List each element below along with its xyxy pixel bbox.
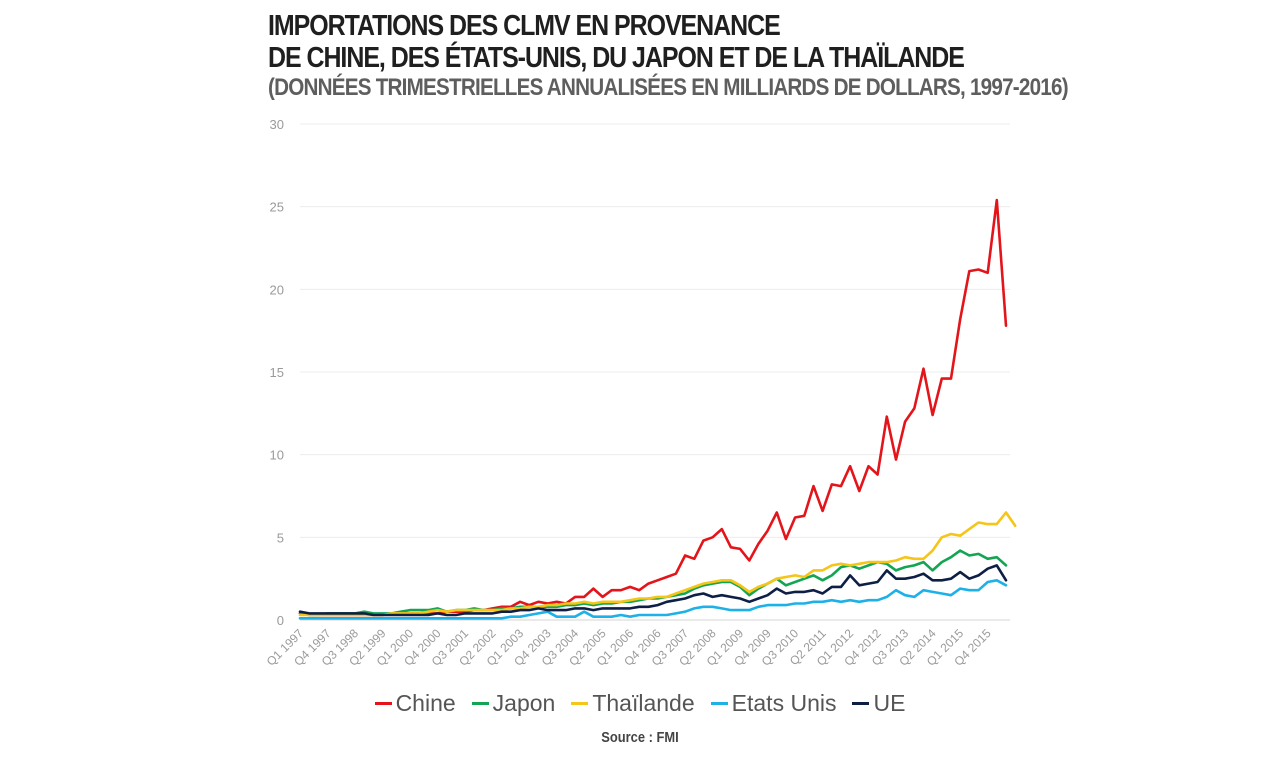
legend-label: Etats Unis [731,690,837,716]
chart-title-line-1: IMPORTATIONS DES CLMV EN PROVENANCE [268,10,781,42]
legend-item: Japon [471,690,556,717]
legend-item: Chine [374,690,456,717]
source-note: Source : FMI [0,729,1280,746]
legend-item: Etats Unis [710,690,837,717]
chart-title-block: IMPORTATIONS DES CLMV EN PROVENANCE DE C… [268,10,1108,102]
legend: Chine Japon Thaïlande Etats Unis UE [0,690,1280,717]
legend-label: Chine [395,690,456,716]
legend-swatch [852,702,870,705]
legend-swatch [471,702,489,705]
chart-title-line-2: DE CHINE, DES ÉTATS-UNIS, DU JAPON ET DE… [268,42,965,74]
y-tick-label: 5 [277,530,284,545]
legend-label: Thaïlande [592,690,695,716]
chart-subtitle: (DONNÉES TRIMESTRIELLES ANNUALISÉES EN M… [268,74,1069,101]
legend-item: Thaïlande [571,690,695,717]
legend-swatch [374,702,392,705]
y-tick-label: 30 [270,117,284,132]
legend-item: UE [852,690,905,717]
y-tick-label: 20 [270,282,284,297]
legend-label: UE [873,690,906,716]
series-line-etats-unis [298,578,1008,620]
legend-label: Japon [492,690,556,716]
y-tick-label: 10 [270,448,284,463]
series-lines [298,198,1017,620]
y-tick-label: 0 [277,613,284,628]
grid-lines [300,123,1010,621]
series-line-tha-lande [298,511,1017,617]
source-text: Source : FMI [601,729,679,746]
legend-swatch [571,702,589,705]
y-tick-label: 25 [270,200,284,215]
legend-swatch [710,702,728,705]
series-line-ue [298,564,1008,617]
y-tick-label: 15 [270,365,284,380]
y-axis-ticks: 0 5 10 15 20 25 30 [270,117,284,628]
series-line-chine [298,198,1008,617]
